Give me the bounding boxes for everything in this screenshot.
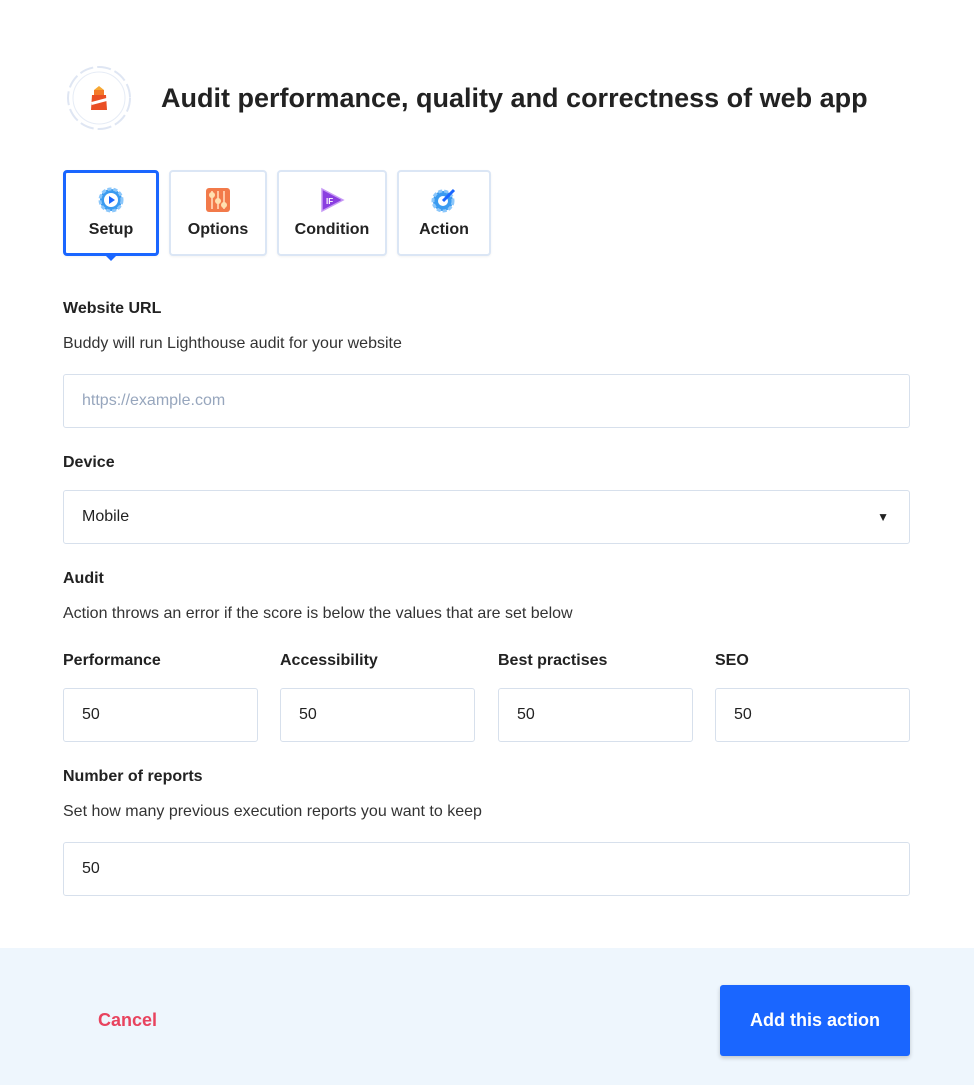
tab-label: Action <box>419 221 469 238</box>
device-select[interactable]: Mobile ▼ <box>63 490 910 544</box>
reports-input[interactable]: 50 <box>63 842 910 896</box>
performance-label: Performance <box>63 652 161 669</box>
best-practises-input[interactable]: 50 <box>498 688 693 742</box>
if-play-icon: IF <box>321 187 345 213</box>
lighthouse-icon <box>63 64 135 132</box>
gear-play-icon <box>98 187 124 213</box>
tab-label: Condition <box>294 221 370 238</box>
tab-label: Setup <box>88 221 134 238</box>
device-value: Mobile <box>82 508 130 525</box>
accessibility-input[interactable]: 50 <box>280 688 475 742</box>
performance-input[interactable]: 50 <box>63 688 258 742</box>
sliders-icon <box>206 188 230 212</box>
website-url-description: Buddy will run Lighthouse audit for your… <box>63 335 402 352</box>
add-action-button[interactable]: Add this action <box>720 985 910 1056</box>
website-url-label: Website URL <box>63 300 162 317</box>
header: Audit performance, quality and correctne… <box>63 64 868 132</box>
svg-text:IF: IF <box>326 197 333 206</box>
tab-setup[interactable]: Setup <box>63 170 159 261</box>
page-title: Audit performance, quality and correctne… <box>161 82 868 113</box>
reports-label: Number of reports <box>63 768 203 785</box>
cancel-button[interactable]: Cancel <box>98 1010 158 1030</box>
best-practises-label: Best practises <box>498 652 608 669</box>
device-label: Device <box>63 454 115 471</box>
website-url-input[interactable]: https://example.com <box>63 374 910 428</box>
tab-options[interactable]: Options <box>169 170 267 256</box>
audit-label: Audit <box>63 570 104 587</box>
accessibility-value: 50 <box>299 706 317 723</box>
accessibility-label: Accessibility <box>280 652 378 669</box>
reports-description: Set how many previous execution reports … <box>63 803 482 820</box>
tab-bar: Setup Options IF Condition Action <box>63 170 491 261</box>
tab-label: Options <box>187 221 249 238</box>
reports-value: 50 <box>82 860 100 877</box>
tab-action[interactable]: Action <box>397 170 491 256</box>
gear-wrench-icon <box>431 188 456 213</box>
seo-value: 50 <box>734 706 752 723</box>
website-url-placeholder: https://example.com <box>82 392 226 409</box>
best-practises-value: 50 <box>517 706 535 723</box>
audit-description: Action throws an error if the score is b… <box>63 605 573 622</box>
seo-label: SEO <box>715 652 749 669</box>
tab-condition[interactable]: IF Condition <box>277 170 387 256</box>
seo-input[interactable]: 50 <box>715 688 910 742</box>
performance-value: 50 <box>82 706 100 723</box>
caret-down-icon: ▼ <box>877 510 889 524</box>
